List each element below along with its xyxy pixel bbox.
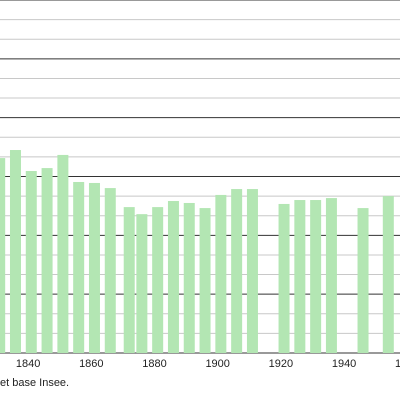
bar bbox=[215, 194, 227, 353]
x-tick-label: 1880 bbox=[142, 358, 166, 370]
bar bbox=[325, 198, 337, 353]
x-tick-label: 1940 bbox=[332, 358, 356, 370]
bar bbox=[357, 208, 369, 353]
bar bbox=[246, 189, 258, 353]
bar bbox=[167, 201, 179, 353]
x-tick-label: 1840 bbox=[16, 358, 40, 370]
bar bbox=[25, 171, 37, 353]
bar bbox=[88, 182, 100, 353]
source-note: et base Insee. bbox=[0, 377, 69, 389]
bar bbox=[9, 150, 21, 353]
bar bbox=[183, 202, 195, 353]
x-tick-label: 1860 bbox=[79, 358, 103, 370]
bar bbox=[73, 181, 85, 353]
bar bbox=[57, 154, 69, 353]
bar bbox=[123, 207, 135, 353]
bar bbox=[41, 168, 53, 353]
bar bbox=[278, 203, 290, 353]
x-tick-label: 1920 bbox=[269, 358, 293, 370]
bar bbox=[231, 189, 243, 353]
bar bbox=[104, 188, 116, 353]
bar bbox=[382, 196, 394, 353]
x-tick-label: 1960 bbox=[395, 358, 400, 370]
bar bbox=[0, 158, 6, 353]
bar bbox=[310, 200, 322, 353]
bar bbox=[294, 200, 306, 353]
bar bbox=[136, 214, 148, 353]
x-tick-label: 1900 bbox=[205, 358, 229, 370]
bar bbox=[152, 207, 164, 353]
bar bbox=[199, 208, 211, 353]
